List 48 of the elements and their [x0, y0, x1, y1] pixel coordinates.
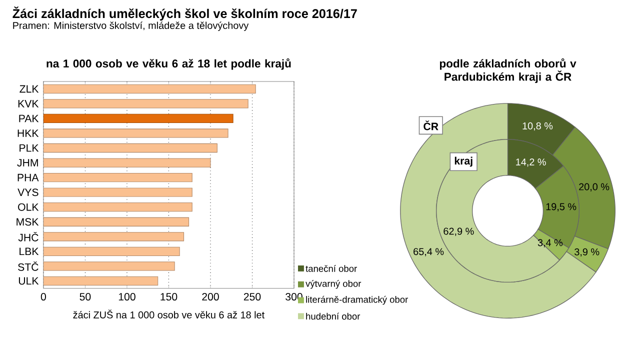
x-tick-label: 100 — [118, 293, 136, 301]
legend-label: taneční obor — [306, 264, 357, 272]
chart-title: na 1 000 osob ve věku 6 až 18 let podle krajů — [46, 58, 291, 70]
x-tick-label: 0 — [40, 293, 46, 301]
y-tick-label: JHČ — [18, 232, 38, 242]
y-tick-label: LBK — [20, 248, 39, 256]
chart-title: podle základních oborů v Pardubickém kraji a ČR — [440, 58, 576, 83]
x-tick-label: 50 — [80, 293, 91, 301]
y-tick-label: VYS — [18, 188, 38, 196]
data-label: 62,9 % — [444, 228, 474, 236]
x-tick-label: 150 — [160, 293, 178, 301]
slice-label: kraj — [454, 156, 472, 167]
bar — [43, 99, 248, 108]
data-label: 3,9 % — [574, 248, 600, 257]
x-tick-label: 200 — [202, 293, 219, 301]
y-tick-label: PLK — [20, 144, 39, 152]
y-tick-label: PHA — [18, 174, 39, 182]
legend-label: výtvarný obor — [306, 280, 362, 289]
bar — [43, 276, 158, 286]
y-tick-label: JHM — [17, 159, 38, 166]
y-tick-label: MSK — [16, 218, 39, 226]
y-tick-label: OLK — [18, 203, 39, 211]
x-tick-label: 250 — [244, 293, 261, 301]
text: Žáci základních uměleckých škol ve školním roce 2016/17 — [12, 6, 357, 21]
x-axis-title: žáci ZUŠ na 1 000 osob ve věku 6 až 18 let — [73, 310, 265, 318]
bar — [43, 143, 218, 153]
data-label: 3,4 % — [538, 239, 563, 248]
bar — [43, 114, 234, 124]
y-tick-label: ULK — [18, 277, 39, 285]
bar — [43, 262, 175, 271]
bar — [43, 128, 228, 138]
y-tick-label: HKK — [18, 130, 39, 137]
y-tick-label: ZLK — [20, 85, 39, 93]
y-tick-label: KVK — [18, 100, 39, 108]
bar — [43, 84, 256, 94]
data-label: 65,4 % — [414, 248, 444, 256]
y-tick-label: PAK — [19, 114, 39, 122]
data-label: 14,2 % — [516, 158, 546, 167]
bar — [43, 232, 184, 242]
data-label: 10,8 % — [522, 122, 553, 131]
legend-label: hudební obor — [306, 312, 360, 320]
slice-label: ČR — [424, 120, 438, 130]
y-tick-label: STČ — [18, 261, 38, 271]
data-label: 20,0 % — [579, 183, 610, 192]
legend-label: literárně-dramatický obor — [306, 296, 408, 305]
text: Pramen: Ministerstvo školství, mládeže a tělovýchovy — [13, 22, 249, 31]
data-label: 19,5 % — [546, 203, 576, 212]
bar — [43, 188, 192, 197]
